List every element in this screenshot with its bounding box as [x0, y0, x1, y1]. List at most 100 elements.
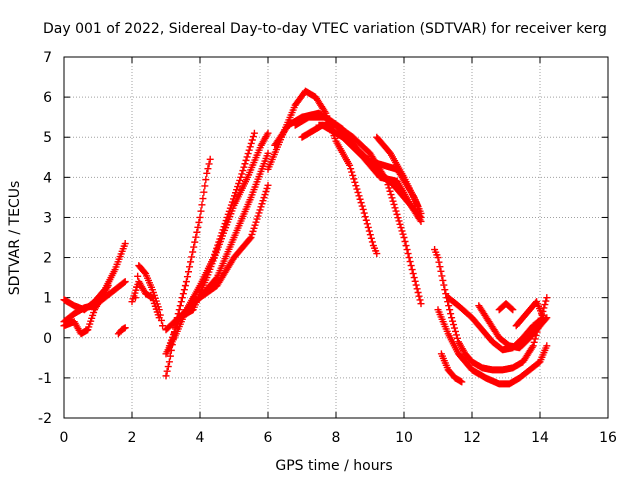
data-point — [348, 168, 356, 176]
series-track-w — [495, 300, 517, 314]
data-point — [405, 254, 413, 262]
data-point — [237, 173, 245, 181]
data-point — [247, 139, 255, 147]
y-axis-label: SDTVAR / TECUs — [7, 181, 23, 296]
data-point — [202, 176, 210, 184]
data-point — [509, 306, 517, 314]
data-point — [120, 278, 128, 286]
data-point — [347, 165, 355, 173]
data-point — [399, 230, 407, 238]
data-point — [200, 188, 208, 196]
y-tick-label: 2 — [43, 251, 52, 267]
data-point — [155, 314, 163, 322]
data-point — [166, 352, 174, 360]
data-point — [259, 197, 267, 205]
data-point — [177, 298, 185, 306]
data-point — [164, 363, 172, 371]
y-tick-label: -1 — [38, 371, 52, 387]
data-point — [191, 238, 199, 246]
data-point — [250, 224, 258, 232]
data-point — [390, 200, 398, 208]
data-point — [181, 282, 189, 290]
series-track-t — [437, 350, 466, 386]
data-point — [400, 234, 408, 241]
data-point — [446, 306, 454, 314]
data-point — [366, 231, 374, 239]
data-point — [436, 263, 444, 271]
data-point — [417, 209, 425, 217]
data-point — [253, 215, 261, 223]
series-track-v — [475, 302, 551, 352]
data-point — [192, 233, 200, 241]
data-point — [415, 292, 423, 300]
x-tick-label: 16 — [599, 430, 617, 446]
data-point — [264, 129, 272, 137]
data-point — [256, 206, 264, 214]
data-point — [393, 210, 401, 218]
y-tick-label: 7 — [43, 50, 52, 66]
data-point — [543, 342, 551, 350]
series-track-c — [60, 282, 112, 338]
data-point — [258, 200, 266, 208]
data-point — [193, 228, 201, 236]
data-point — [414, 201, 422, 209]
data-point — [246, 235, 254, 243]
data-point — [187, 258, 195, 266]
data-point — [134, 272, 142, 280]
data-point — [242, 156, 250, 164]
data-point — [241, 160, 249, 168]
x-tick-label: 10 — [395, 430, 413, 446]
data-point — [252, 218, 260, 226]
data-point — [240, 163, 248, 171]
data-point — [356, 195, 364, 203]
x-tick-label: 0 — [60, 430, 69, 446]
data-point — [204, 165, 212, 173]
data-point — [435, 258, 443, 266]
data-point — [373, 250, 381, 258]
data-point — [189, 248, 197, 256]
data-point — [251, 221, 259, 229]
y-tick-label: 5 — [43, 130, 52, 146]
data-point — [445, 302, 453, 310]
data-point — [257, 203, 265, 211]
data-point — [361, 213, 369, 221]
data-point — [162, 372, 170, 380]
data-point — [263, 184, 271, 192]
data-point — [352, 182, 360, 190]
data-point — [531, 335, 539, 343]
data-point — [358, 202, 366, 210]
series-track-j — [162, 181, 272, 334]
data-point — [360, 209, 368, 217]
data-point — [206, 155, 214, 163]
data-point — [437, 267, 445, 275]
data-point — [261, 191, 269, 199]
data-point — [205, 160, 213, 168]
data-point — [407, 262, 415, 270]
data-point — [264, 181, 272, 189]
data-point — [438, 272, 446, 280]
x-tick-label: 6 — [264, 430, 273, 446]
data-point — [159, 322, 167, 330]
data-point — [368, 238, 376, 246]
x-tick-label: 8 — [332, 430, 341, 446]
data-point — [198, 201, 206, 209]
data-point — [212, 275, 220, 283]
data-point — [175, 306, 183, 314]
data-point — [394, 214, 402, 222]
data-point — [104, 282, 112, 290]
data-point — [254, 212, 262, 220]
data-point — [396, 220, 404, 228]
data-point — [182, 278, 190, 286]
data-point — [196, 213, 204, 221]
data-point — [346, 161, 354, 169]
data-point — [529, 342, 537, 350]
data-point — [244, 150, 252, 158]
data-point — [353, 185, 361, 193]
data-point — [442, 290, 450, 298]
data-point — [239, 167, 247, 175]
data-point — [528, 343, 536, 351]
data-point — [260, 194, 268, 202]
data-point — [246, 143, 254, 151]
data-point — [236, 176, 244, 184]
